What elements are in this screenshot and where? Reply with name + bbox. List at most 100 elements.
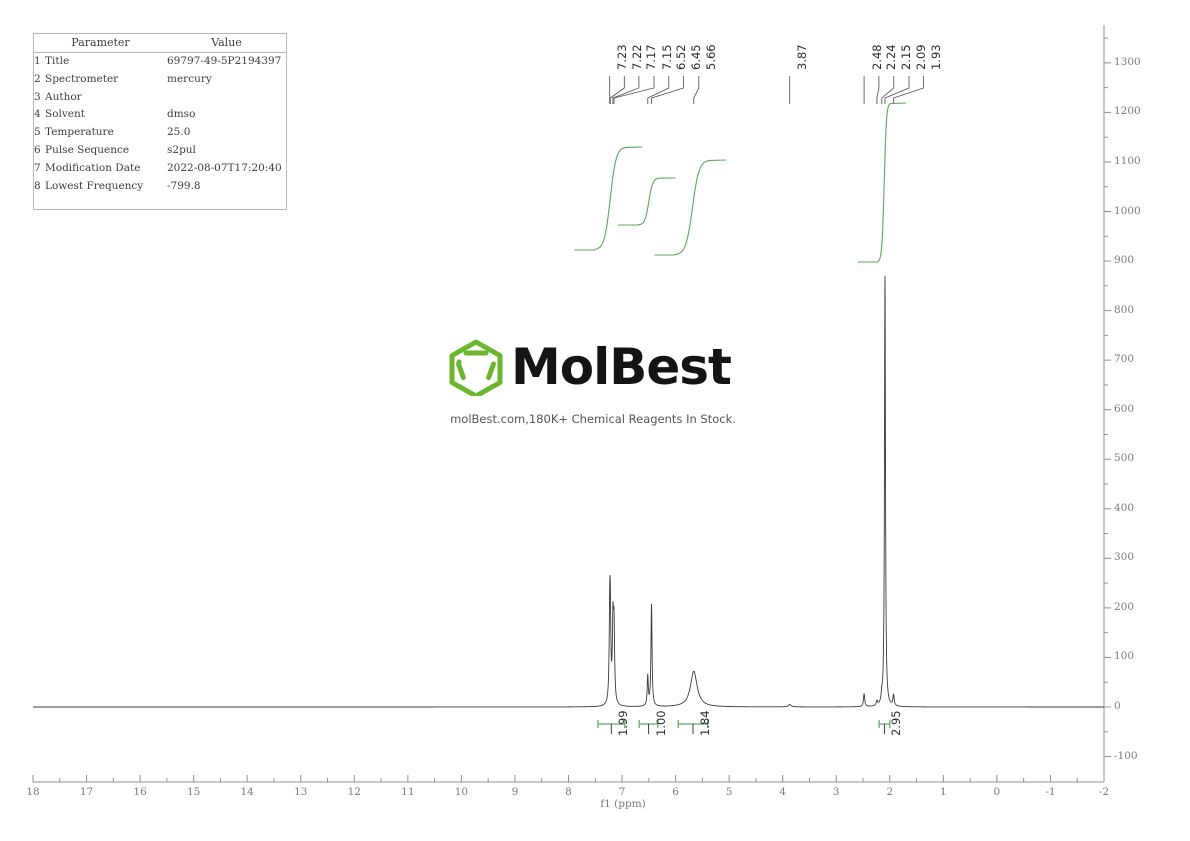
- peak-label: 3.87: [795, 44, 810, 70]
- peak-leader-line: [881, 76, 895, 104]
- parameter-value: -799.8: [167, 179, 201, 192]
- y-tick-label: 1100: [1114, 154, 1141, 167]
- peak-label: 2.15: [899, 44, 914, 70]
- x-tick-label: 3: [832, 786, 840, 798]
- y-tick-label: 800: [1114, 303, 1135, 316]
- y-tick-label: -100: [1114, 749, 1138, 762]
- spectrum-trace: [32, 275, 1105, 708]
- parameter-name: Spectrometer: [45, 72, 119, 85]
- integral-curve: [574, 146, 643, 251]
- parameter-value: 25.0: [167, 126, 191, 139]
- x-tick-label: 18: [26, 786, 40, 798]
- peak-label: 2.48: [869, 44, 884, 70]
- parameter-index: 8: [34, 179, 41, 192]
- parameter-table-body: 1 Title 69797-49-5P2194397 2 Spectrometer mer…: [34, 53, 286, 196]
- y-tick-label: 600: [1114, 402, 1135, 415]
- peak-leader-line: [613, 76, 655, 104]
- peak-label: 7.17: [644, 44, 659, 70]
- parameter-row: 6 Pulse Sequence s2pul: [34, 142, 286, 160]
- x-tick-label: 0: [993, 786, 1001, 798]
- parameter-name: Temperature: [45, 126, 114, 139]
- x-tick-label: 7: [618, 786, 626, 798]
- x-tick-label: 14: [240, 786, 254, 798]
- peak-leader-line: [612, 76, 640, 104]
- peak-label: 5.66: [704, 44, 719, 70]
- y-tick-label: 0: [1114, 700, 1121, 712]
- integral-value-label: 1.00: [653, 710, 668, 736]
- parameter-table: Parameter Value 1 Title 69797-49-5P2194397…: [33, 33, 287, 210]
- header-value: Value: [167, 34, 286, 53]
- parameter-value: s2pul: [167, 143, 196, 156]
- peak-leader-lines: [609, 76, 924, 104]
- parameter-index: 6: [34, 143, 41, 156]
- parameter-index: 3: [34, 90, 41, 103]
- integral-value-label: 1.84: [698, 710, 712, 736]
- peak-leader-line: [609, 76, 625, 104]
- table-header-row: Parameter Value: [34, 34, 286, 53]
- parameter-row: 8 Lowest Frequency -799.8: [34, 178, 286, 196]
- parameter-value: dmso: [167, 108, 196, 121]
- y-tick-label: 500: [1114, 452, 1135, 465]
- x-tick-label: 5: [725, 786, 733, 798]
- hexagon-logo-icon: [449, 339, 503, 396]
- peak-label: 7.15: [659, 44, 674, 70]
- x-tick-label: 4: [779, 786, 787, 798]
- y-tick-label: 1300: [1114, 55, 1141, 68]
- watermark-brand: MolBest: [511, 338, 732, 396]
- x-tick-label: 17: [79, 786, 94, 798]
- x-tick-label: 10: [454, 786, 469, 798]
- integral-bars: [597, 720, 891, 734]
- y-tick-label: 1200: [1114, 105, 1141, 118]
- integral-value-label: 1.99: [616, 710, 631, 736]
- integral-value-label: 2.95: [889, 710, 904, 736]
- axes-group: [32, 25, 1111, 783]
- x-tick-label: -2: [1098, 786, 1110, 798]
- x-tick-label: 1: [940, 786, 947, 798]
- parameter-name: Author: [45, 90, 82, 103]
- peak-leader-line: [876, 76, 880, 104]
- parameter-name: Lowest Frequency: [45, 179, 144, 192]
- y-tick-label: 900: [1114, 254, 1135, 267]
- parameter-index: 4: [34, 108, 41, 121]
- x-tick-label: 2: [886, 786, 894, 798]
- parameter-row: 3 Author: [34, 89, 286, 107]
- header-parameter: Parameter: [34, 34, 167, 53]
- integral-curve: [618, 177, 676, 226]
- peak-label: 7.23: [615, 44, 630, 70]
- parameter-table-grid: Parameter Value 1 Title 69797-49-5P2194397…: [34, 34, 286, 195]
- molbest-watermark: MolBest molBest.com,180K+ Chemical Reage…: [445, 336, 745, 426]
- peak-leader-line: [893, 76, 924, 104]
- parameter-name: Solvent: [45, 108, 86, 121]
- peak-leader-line: [651, 76, 684, 104]
- peak-label: 6.52: [674, 44, 689, 70]
- y-tick-label: 400: [1114, 501, 1135, 514]
- x-tick-label: 11: [401, 786, 415, 798]
- parameter-value: 69797-49-5P2194397: [167, 55, 282, 67]
- parameter-row: 4 Solvent dmso: [34, 106, 286, 124]
- peak-leader-line: [884, 76, 910, 104]
- integral-curve: [858, 102, 907, 263]
- parameter-table-head: Parameter Value: [34, 34, 286, 53]
- spectrum-line: [32, 275, 1105, 708]
- parameter-index: 5: [34, 126, 41, 139]
- watermark-tagline: molBest.com,180K+ Chemical Reagents In S…: [450, 412, 736, 426]
- parameter-row: 1 Title 69797-49-5P2194397: [34, 53, 286, 71]
- peak-label: 2.24: [884, 44, 899, 70]
- x-tick-label: 12: [347, 786, 361, 798]
- y-tick-label: 700: [1114, 353, 1135, 366]
- x-tick-label: -1: [1045, 786, 1056, 798]
- parameter-name: Pulse Sequence: [45, 143, 130, 156]
- x-tick-label: 8: [565, 786, 572, 798]
- x-tick-label: 13: [294, 786, 308, 798]
- x-tick-label: 9: [511, 786, 519, 798]
- parameter-index: 7: [34, 161, 41, 174]
- y-tick-label: 100: [1114, 650, 1135, 663]
- peak-label: 7.22: [629, 44, 644, 70]
- y-tick-label: 200: [1114, 600, 1135, 613]
- parameter-value: mercury: [167, 72, 212, 85]
- peak-label: 2.09: [914, 44, 929, 70]
- parameter-row: 7 Modification Date 2022-08-07T17:20:40: [34, 160, 286, 178]
- parameter-name: Modification Date: [45, 161, 141, 174]
